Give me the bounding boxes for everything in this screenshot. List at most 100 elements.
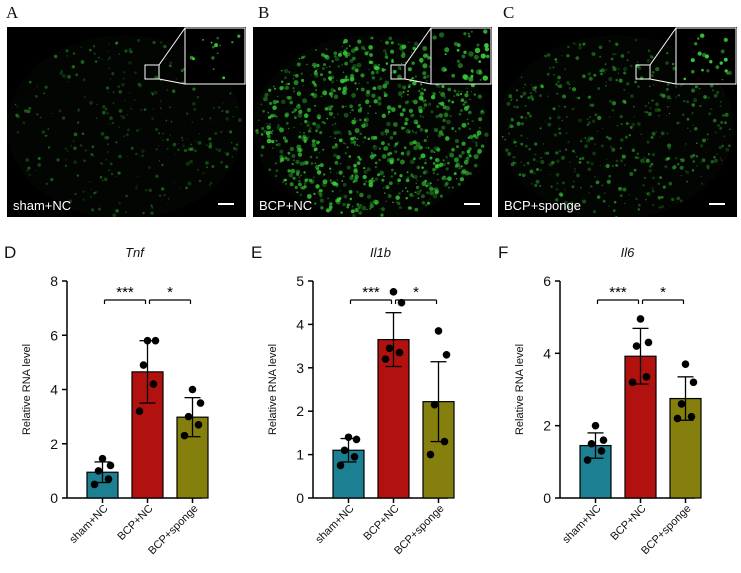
fluorescent-spot <box>515 145 517 147</box>
fluorescent-spot <box>718 145 723 150</box>
fluorescent-spot <box>74 193 76 195</box>
fluorescent-spot <box>457 63 463 69</box>
fluorescent-spot <box>584 41 587 44</box>
fluorescent-spot <box>562 94 567 99</box>
fluorescent-spot <box>167 203 168 205</box>
fluorescent-spot <box>335 199 339 203</box>
fluorescent-spot <box>123 71 126 74</box>
fluorescent-spot <box>661 93 666 98</box>
fluorescent-spot <box>586 138 591 143</box>
fluorescent-spot <box>451 186 455 189</box>
fluorescent-spot <box>220 130 223 134</box>
y-tick-label: 6 <box>50 327 58 343</box>
fluorescent-spot <box>396 158 400 161</box>
fluorescent-spot <box>699 161 702 164</box>
fluorescent-spot <box>137 38 141 43</box>
fluorescent-spot <box>105 86 110 90</box>
fluorescent-spot <box>135 152 138 155</box>
fluorescent-spot <box>406 152 410 157</box>
fluorescent-spot <box>724 112 729 117</box>
fluorescent-spot <box>263 96 268 102</box>
fluorescent-spot <box>316 114 322 119</box>
fluorescent-spot <box>335 182 339 186</box>
fluorescent-spot <box>597 87 601 90</box>
fluorescent-spot <box>560 155 566 160</box>
data-point <box>587 439 596 448</box>
y-tick-label: 8 <box>50 273 58 289</box>
fluorescent-spot <box>140 164 142 165</box>
fluorescent-spot <box>73 132 78 137</box>
fluorescent-spot <box>108 67 110 70</box>
fluorescent-spot <box>213 120 215 122</box>
fluorescent-spot <box>296 62 301 67</box>
fluorescent-spot <box>666 132 669 135</box>
fluorescent-spot <box>588 192 590 194</box>
fluorescent-spot <box>578 43 582 47</box>
fluorescent-spot <box>414 207 419 212</box>
fluorescent-spot <box>88 180 91 183</box>
fluorescent-spot <box>409 141 414 146</box>
fluorescent-spot <box>225 152 230 156</box>
fluorescent-spot <box>481 110 484 113</box>
fluorescent-spot <box>300 174 302 177</box>
fluorescent-spot <box>381 154 387 159</box>
fluorescent-spot <box>602 200 605 203</box>
fluorescent-spot <box>666 83 670 86</box>
fluorescent-spot <box>262 109 265 113</box>
fluorescent-spot <box>373 99 378 104</box>
fluorescent-spot <box>614 42 619 46</box>
fluorescent-spot <box>577 96 581 100</box>
fluorescent-spot <box>426 136 429 138</box>
fluorescent-spot <box>508 124 514 129</box>
fluorescent-spot <box>82 190 85 193</box>
fluorescent-spot <box>470 69 474 73</box>
fluorescent-spot <box>533 172 536 175</box>
fluorescent-spot <box>636 152 640 156</box>
fluorescent-spot <box>409 159 415 165</box>
fluorescent-spot <box>440 101 445 107</box>
fluorescent-spot <box>84 149 87 152</box>
fluorescent-spot <box>462 103 465 106</box>
fluorescent-spot <box>331 145 336 149</box>
fluorescent-spot <box>411 130 414 132</box>
fluorescent-spot <box>368 51 370 53</box>
panel-letter-a: A <box>6 3 19 22</box>
fluorescent-spot <box>539 169 542 172</box>
fluorescent-spot <box>408 83 412 87</box>
fluorescent-spot <box>348 131 352 136</box>
fluorescent-spot <box>303 139 307 143</box>
fluorescent-spot <box>358 158 362 161</box>
fluorescent-spot <box>216 52 219 55</box>
fluorescent-spot <box>143 108 147 112</box>
fluorescent-spot <box>371 36 374 39</box>
fluorescent-spot <box>276 170 278 173</box>
fluorescent-spot <box>411 100 414 102</box>
fluorescent-spot <box>61 116 66 120</box>
fluorescent-spot <box>220 161 223 164</box>
fluorescent-spot <box>521 173 526 178</box>
fluorescent-spot <box>295 109 298 111</box>
fluorescent-spot <box>605 81 608 84</box>
fluorescent-spot <box>283 68 289 74</box>
fluorescent-spot <box>285 182 288 185</box>
fluorescent-spot <box>716 91 720 94</box>
fluorescent-spot <box>355 119 358 122</box>
fluorescent-spot <box>214 43 219 48</box>
fluorescent-spot <box>695 142 698 145</box>
fluorescent-spot <box>413 174 418 180</box>
fluorescent-spot <box>692 153 696 157</box>
fluorescent-spot <box>698 87 701 90</box>
fluorescent-spot <box>427 146 430 150</box>
data-point <box>687 412 696 421</box>
fluorescent-spot <box>334 145 339 149</box>
fluorescent-spot <box>686 100 690 104</box>
fluorescent-spot <box>612 209 616 212</box>
fluorescent-spot <box>101 110 106 115</box>
fluorescent-spot <box>129 48 132 51</box>
fluorescent-spot <box>277 123 280 126</box>
fluorescent-spot <box>375 112 377 114</box>
scale-bar <box>464 203 480 205</box>
fluorescent-spot <box>538 94 543 98</box>
fluorescent-spot <box>308 121 310 123</box>
